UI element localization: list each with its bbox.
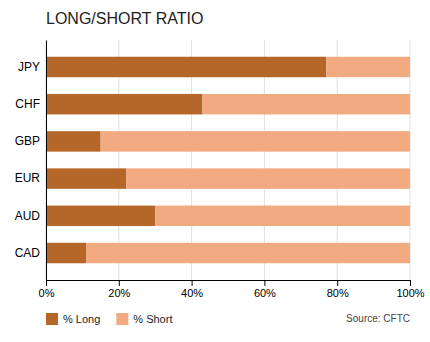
tick-label: EUR [15,171,41,185]
bars [46,57,410,264]
tick: EUR [15,171,46,185]
tick: 60% [254,280,276,299]
tick: 20% [108,280,130,299]
tick-label: JPY [18,60,40,74]
bar [203,94,410,114]
legend-item: % Short [116,313,172,325]
tick-label: 0% [39,287,55,299]
legend-item: % Long [46,313,100,325]
tick-label: 20% [108,287,130,299]
tick-mark [46,280,47,286]
tick-label: 80% [327,287,349,299]
tick: JPY [18,60,46,74]
tick-label: 40% [181,287,203,299]
tick: 40% [181,280,203,299]
legend: % Long % Short [46,313,172,325]
x-axis: 0% 20% 40% 60% 80% 100% [39,280,425,299]
tick-label: 100% [396,287,424,299]
tick: CHF [15,97,46,111]
bar [46,57,326,77]
tick-label: GBP [15,134,40,148]
bar [46,168,126,188]
grid-line [46,40,47,280]
legend-swatch [46,313,58,325]
legend-label: % Long [63,313,100,325]
bar [101,131,410,151]
tick-label: CHF [15,97,40,111]
title: LONG/SHORT RATIO [46,10,203,27]
chart: 0% 20% 40% 60% 80% 100% JPY CHF GBP EUR AUD CAD LONG… [0,0,430,342]
tick-label: 60% [254,287,276,299]
plot: 0% 20% 40% 60% 80% 100% JPY CHF GBP EUR AUD CAD [15,40,425,299]
tick: 100% [396,280,424,299]
tick-mark [337,280,338,286]
tick: AUD [15,209,46,223]
bar [46,206,155,226]
series [46,57,326,264]
series [86,57,410,264]
tick: 0% [39,280,55,299]
bar [46,243,86,263]
tick-mark [264,280,265,286]
legend-label: % Short [133,313,172,325]
tick: 80% [327,280,349,299]
legend-swatch [116,313,128,325]
tick-mark [192,280,193,286]
tick-mark [410,280,411,286]
annotation: Source: CFTC [346,313,410,324]
bar [46,94,203,114]
bar [155,206,410,226]
axis-line [46,41,47,281]
bar [326,57,410,77]
y-axis: JPY CHF GBP EUR AUD CAD [15,41,47,281]
grid [46,40,410,280]
bar [46,131,101,151]
tick: GBP [15,134,46,148]
tick-label: CAD [15,246,41,260]
bar [126,168,410,188]
bar [86,243,410,263]
axis-line [47,281,411,287]
tick: CAD [15,246,46,260]
tick-label: AUD [15,209,41,223]
tick-mark [119,280,120,286]
